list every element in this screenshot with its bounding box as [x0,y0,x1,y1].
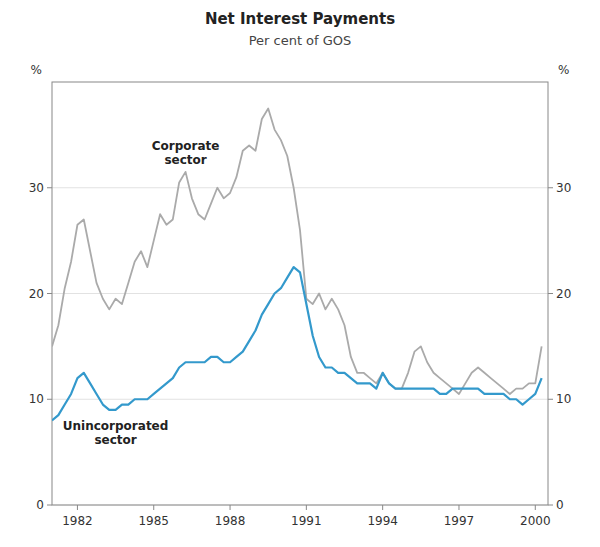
y2-tick [548,505,553,506]
y-tick-label: 10 [29,392,44,406]
y-tick [47,399,52,400]
series-label-line: sector [164,153,206,167]
x-tick-label: 1982 [62,514,93,528]
x-tick [230,505,231,510]
series-labels: CorporatesectorUnincorporatedsector [63,139,220,447]
y-tick-label: 30 [29,181,44,195]
x-tick-label: 1994 [367,514,398,528]
y-tick [47,187,52,188]
x-tick-label: 2000 [520,514,551,528]
y-tick [47,293,52,294]
y-tick-label: 0 [36,498,44,512]
y2-tick-label: 10 [556,392,571,406]
x-tick-label: 1997 [444,514,475,528]
grid-line [52,293,548,294]
x-tick-label: 1985 [138,514,169,528]
y-tick [47,505,52,506]
series-label-line: Unincorporated [63,419,169,433]
grid-line [52,399,548,400]
subtitle: Per cent of GOS [249,33,352,48]
y2-tick-label: 20 [556,287,571,301]
x-tick-label: 1988 [215,514,246,528]
series-line [52,267,542,420]
y2-tick-label: 30 [556,181,571,195]
x-tick [77,505,78,510]
y-tick-label: 20 [29,287,44,301]
y-axis-label: % [31,63,42,77]
y2-tick [548,187,553,188]
x-tick [458,505,459,510]
series-label-line: Corporate [152,139,220,153]
title: Net Interest Payments [205,10,395,28]
grid-line [52,187,548,188]
chart: Net Interest Payments Per cent of GOS%% 0 1… [0,0,600,547]
y2-tick [548,293,553,294]
y2-tick [548,399,553,400]
lines [52,108,542,420]
plot-frame [52,82,548,505]
series-label: Corporatesector [152,139,220,167]
x-tick [382,505,383,510]
x-tick [153,505,154,510]
series-line [52,108,542,394]
x-tick [535,505,536,510]
series-label: Unincorporatedsector [63,419,169,447]
x-tick [306,505,307,510]
y2-tick-label: 0 [556,498,564,512]
y2-axis-label: % [558,63,569,77]
series-label-line: sector [94,433,136,447]
x-tick-label: 1991 [291,514,322,528]
